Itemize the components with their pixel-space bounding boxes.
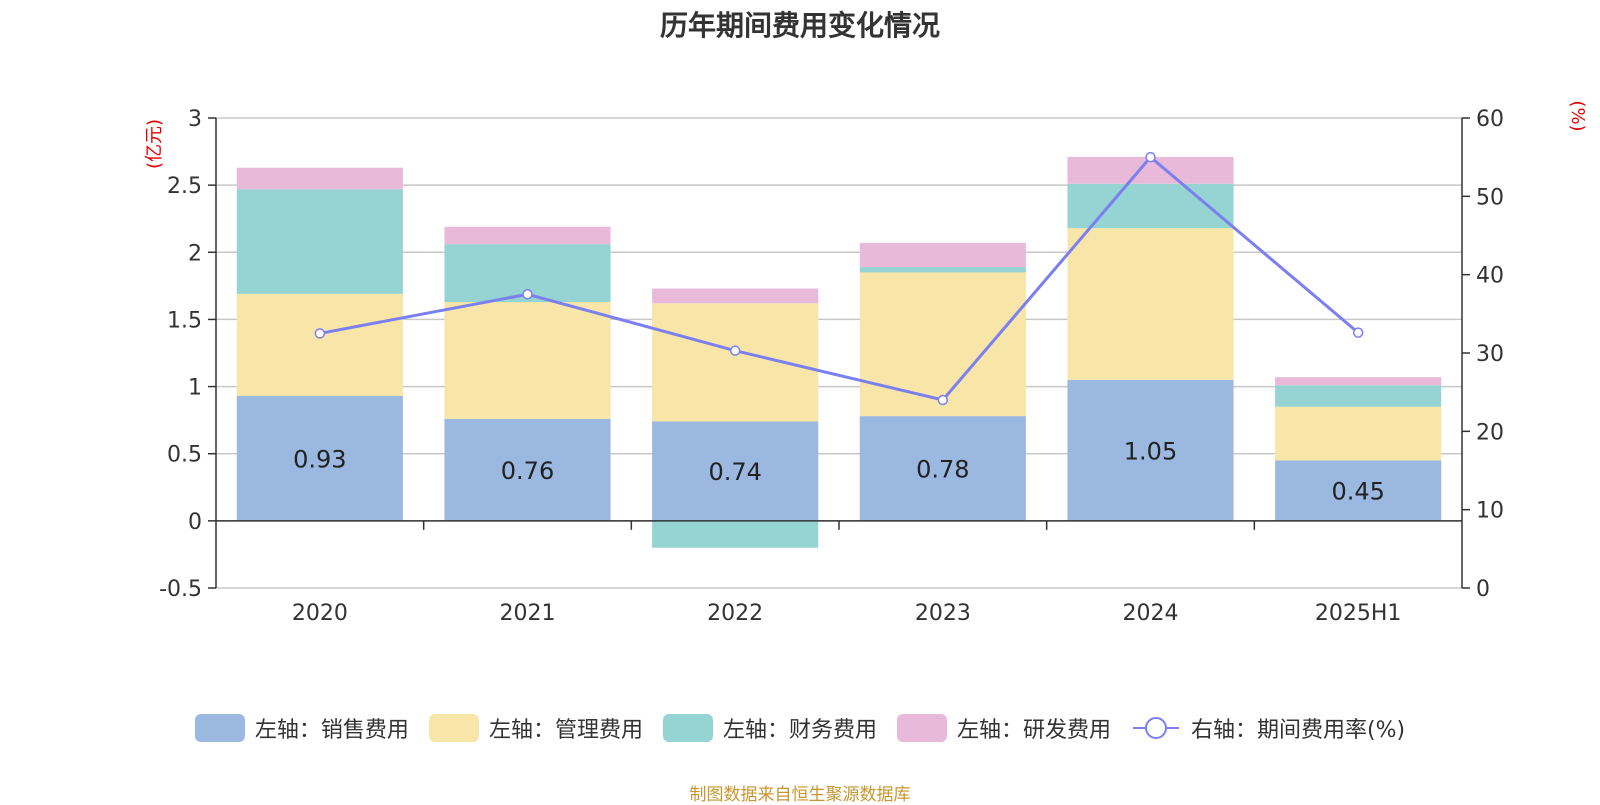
legend-swatch-rnd bbox=[896, 714, 947, 742]
legend-item-finance[interactable]: 左轴：财务费用 bbox=[662, 712, 877, 744]
left-axis-tick-label: 0 bbox=[188, 510, 202, 535]
legend-item-rnd[interactable]: 左轴：研发费用 bbox=[896, 712, 1111, 744]
rate-point bbox=[314, 328, 326, 339]
x-axis-tick-label: 2024 bbox=[1123, 601, 1179, 626]
chart-title: 历年期间费用变化情况 bbox=[659, 9, 940, 42]
bar-segment-s3-c5 bbox=[1275, 377, 1442, 386]
right-axis-tick-label: 60 bbox=[1476, 107, 1504, 132]
line-marker-icon bbox=[1132, 717, 1179, 739]
bar-data-label: 0.76 bbox=[501, 457, 554, 485]
bar-segment-s1-c1 bbox=[444, 301, 611, 419]
bar-segment-s3-c0 bbox=[236, 167, 403, 190]
bar-data-label: 0.78 bbox=[916, 455, 969, 483]
right-axis-tick-label: 10 bbox=[1476, 499, 1504, 524]
left-axis-tick-label: 2 bbox=[188, 241, 202, 266]
bar-data-label: 0.93 bbox=[293, 445, 346, 473]
left-axis-tick-label: 1 bbox=[188, 376, 202, 401]
left-axis-tick-label: 0.5 bbox=[167, 443, 202, 468]
bar-segment-s3-c1 bbox=[444, 226, 611, 245]
x-axis-tick-label: 2021 bbox=[500, 601, 556, 626]
x-axis-tick-label: 2020 bbox=[292, 601, 348, 626]
bar-segment-s0-c2 bbox=[652, 421, 819, 521]
left-axis-tick-label: -0.5 bbox=[159, 577, 202, 602]
bar-segment-s1-c2 bbox=[652, 303, 819, 422]
legend-swatch-finance bbox=[662, 714, 713, 742]
right-axis-tick-label: 40 bbox=[1476, 264, 1504, 289]
bar-segment-s2-c2 bbox=[652, 520, 819, 548]
right-axis-tick-label: 50 bbox=[1476, 185, 1504, 210]
bar-segment-s1-c3 bbox=[859, 272, 1026, 417]
right-axis-tick-label: 0 bbox=[1476, 577, 1490, 602]
legend: 左轴：销售费用 左轴：管理费用 左轴：财务费用 左轴：研发费用 右轴：期间费用率… bbox=[0, 712, 1600, 744]
data-labels: 0.93 0.76 0.74 0.78 1.05 0.45 bbox=[293, 437, 1385, 505]
legend-label-admin: 左轴：管理费用 bbox=[488, 718, 643, 743]
bar-segment-s2-c0 bbox=[236, 189, 403, 294]
bar-segment-s2-c3 bbox=[859, 267, 1026, 273]
left-axis-tick-label: 1.5 bbox=[167, 308, 202, 333]
legend-item-sales[interactable]: 左轴：销售费用 bbox=[194, 712, 409, 744]
source-note: 制图数据来自恒生聚源数据库 bbox=[689, 785, 911, 805]
bar-segment-s0-c3 bbox=[859, 416, 1026, 521]
legend-label-rate: 右轴：期间费用率(%) bbox=[1190, 718, 1406, 743]
bar-segment-s1-c5 bbox=[1275, 406, 1442, 461]
left-axis-tick-label: 2.5 bbox=[167, 174, 202, 199]
bar-segment-s0-c5 bbox=[1275, 460, 1442, 521]
legend-swatch-sales bbox=[194, 714, 245, 742]
legend-item-admin[interactable]: 左轴：管理费用 bbox=[428, 712, 643, 744]
rate-point bbox=[522, 289, 533, 300]
bar-segment-s3-c3 bbox=[859, 242, 1026, 268]
left-axis-tick-label: 3 bbox=[188, 107, 202, 132]
rate-line bbox=[314, 151, 1364, 406]
rate-polyline bbox=[319, 155, 1360, 402]
legend-label-rnd: 左轴：研发费用 bbox=[956, 718, 1111, 743]
bar-segment-s0-c1 bbox=[444, 418, 611, 521]
bar-segment-s3-c2 bbox=[652, 288, 819, 304]
legend-swatch-admin bbox=[428, 714, 479, 742]
rate-point bbox=[1145, 151, 1156, 163]
right-axis-tick-label: 30 bbox=[1476, 342, 1504, 367]
left-axis-unit: (亿元) bbox=[144, 119, 165, 169]
x-axis-tick-label: 2022 bbox=[707, 601, 763, 626]
rate-point bbox=[937, 394, 949, 406]
bar-segment-s1-c0 bbox=[236, 293, 403, 396]
legend-label-sales: 左轴：销售费用 bbox=[254, 718, 409, 743]
legend-label-finance: 左轴：财务费用 bbox=[722, 718, 877, 743]
rate-point bbox=[1352, 327, 1364, 338]
bar-data-label: 0.45 bbox=[1331, 478, 1384, 506]
bar-segment-s0-c0 bbox=[236, 395, 403, 521]
bar-data-label: 1.05 bbox=[1124, 437, 1177, 465]
right-axis-unit: (%) bbox=[1567, 100, 1588, 131]
rate-point bbox=[729, 345, 741, 356]
x-axis-tick-label: 2023 bbox=[915, 601, 971, 626]
bar-data-label: 0.74 bbox=[708, 458, 761, 486]
right-axis-tick-label: 20 bbox=[1476, 420, 1504, 445]
bar-segment-s0-c4 bbox=[1067, 379, 1234, 521]
bar-segment-s2-c5 bbox=[1275, 385, 1442, 407]
x-axis-tick-label: 2025H1 bbox=[1315, 601, 1402, 626]
stacked-bars bbox=[236, 156, 1442, 548]
bar-segment-s1-c4 bbox=[1067, 228, 1234, 380]
legend-item-rate[interactable]: 右轴：期间费用率(%) bbox=[1131, 712, 1405, 744]
